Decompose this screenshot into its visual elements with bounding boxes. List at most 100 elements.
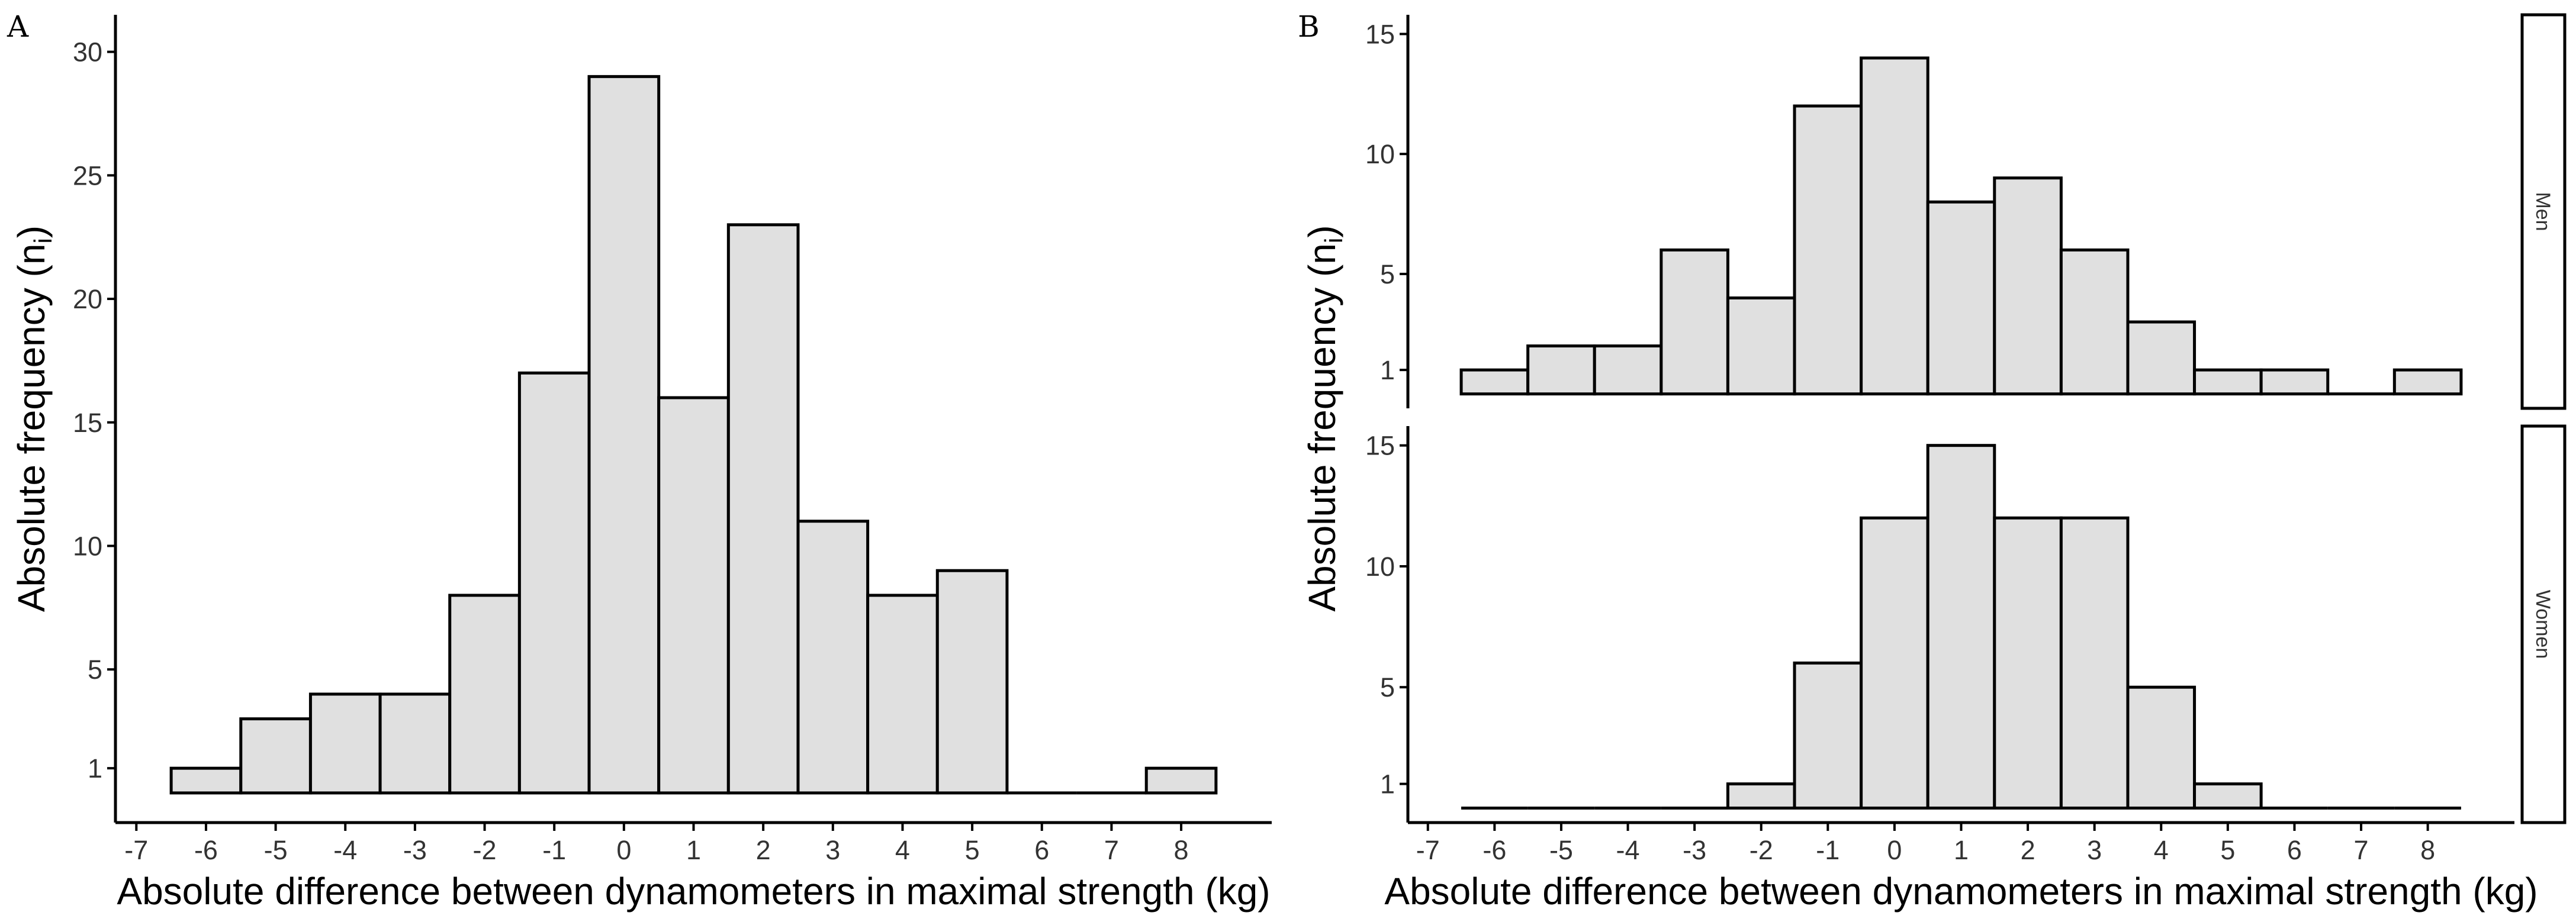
x-tick-label: 4: [895, 835, 910, 865]
x-tick-label: -1: [542, 835, 566, 865]
panel-a-label: A: [7, 9, 29, 44]
histogram-bar: [2126, 685, 2196, 810]
histogram-bar: [517, 371, 591, 795]
x-tick-label: 2: [2021, 835, 2035, 865]
x-tick-label: 1: [686, 835, 701, 865]
y-tick-label: 15: [1365, 431, 1395, 461]
x-tick-label: -6: [1482, 835, 1506, 865]
x-tick-label: 1: [1954, 835, 1969, 865]
histogram-bar: [1726, 296, 1796, 396]
y-tick-label: 20: [73, 284, 102, 314]
y-tick-label: 10: [1365, 552, 1395, 582]
histogram-bar: [2259, 368, 2330, 396]
histogram-bar: [1459, 368, 1530, 396]
x-tick-label: 7: [1104, 835, 1119, 865]
x-tick-label: 3: [2087, 835, 2102, 865]
histogram-bar: [796, 520, 870, 795]
x-tick-label: 5: [965, 835, 980, 865]
panel-a-y-axis-title: Absolute frequency (ni): [10, 225, 57, 612]
y-tick-label: 30: [73, 37, 102, 67]
y-tick-label: 5: [88, 655, 102, 685]
histogram-bar: [448, 594, 521, 795]
x-tick-label: -7: [124, 835, 148, 865]
panel-a-x-axis-title: Absolute difference between dynamometers…: [117, 870, 1270, 913]
histogram-bar: [2059, 248, 2130, 396]
histogram-bar: [308, 692, 382, 795]
histogram-bar: [2392, 368, 2463, 396]
histogram-bar: [239, 717, 312, 795]
x-tick-label: 3: [825, 835, 840, 865]
histogram-bar: [1526, 344, 1596, 396]
histogram-bar: [587, 75, 661, 795]
facet-strip-label: Men: [2532, 192, 2554, 231]
x-tick-label: -1: [1816, 835, 1839, 865]
y-axis-title-close: ): [1301, 225, 1343, 237]
x-tick-label: -7: [1416, 835, 1440, 865]
histogram-bar: [2126, 320, 2196, 396]
histogram-bar: [1860, 516, 1929, 810]
y-tick-label: 5: [1380, 259, 1395, 289]
histogram-bar: [2059, 516, 2130, 810]
x-tick-label: 6: [1034, 835, 1049, 865]
facet-strip-label: Women: [2532, 590, 2554, 659]
y-tick-label: 15: [73, 408, 102, 438]
histogram-bar: [1793, 104, 1863, 396]
y-tick-label: 1: [88, 753, 102, 784]
x-tick-label: -6: [194, 835, 218, 865]
x-tick-label: 2: [756, 835, 771, 865]
x-tick-label: -3: [1683, 835, 1706, 865]
x-tick-label: -2: [473, 835, 497, 865]
histogram-bar: [1660, 248, 1729, 396]
x-tick-label: -5: [1549, 835, 1573, 865]
x-tick-label: 5: [2220, 835, 2235, 865]
panel-b-y-axis-title: Absolute frequency (ni): [1301, 225, 1348, 611]
histogram-bar: [1793, 661, 1863, 810]
y-tick-label: 25: [73, 160, 102, 191]
histogram-bar: [1993, 516, 2063, 810]
histogram-bar: [935, 569, 1009, 795]
y-axis-title-subscript: i: [1320, 238, 1348, 243]
y-tick-label: 10: [1365, 139, 1395, 169]
y-axis-title-close: ): [10, 225, 53, 238]
histogram-bar: [1926, 200, 1996, 396]
x-tick-label: -2: [1750, 835, 1773, 865]
x-tick-label: 7: [2354, 835, 2369, 865]
y-axis-title-main: Absolute frequency (n: [10, 244, 53, 612]
histogram-bar: [2193, 782, 2263, 810]
x-tick-label: 6: [2287, 835, 2302, 865]
x-tick-label: 4: [2154, 835, 2169, 865]
histogram-bar: [1860, 56, 1929, 396]
panel-b-x-axis-title: Absolute difference between dynamometers…: [1384, 870, 2538, 913]
panel-b-label: B: [1298, 9, 1320, 44]
histogram-bar: [1593, 344, 1663, 396]
x-tick-label: -4: [1616, 835, 1640, 865]
histogram-bar: [1144, 766, 1218, 795]
y-axis-title-subscript: i: [29, 238, 57, 243]
histogram-bar: [726, 223, 800, 795]
histogram-bar: [1993, 176, 2063, 396]
histogram-bar: [1926, 444, 1996, 810]
x-tick-label: -4: [333, 835, 357, 865]
x-tick-label: 0: [616, 835, 631, 865]
y-tick-label: 15: [1365, 19, 1395, 49]
histogram-bar: [657, 396, 730, 795]
facet-strip: [2520, 13, 2567, 410]
x-tick-label: 8: [1174, 835, 1189, 865]
y-axis-title-main: Absolute frequency (n: [1301, 243, 1343, 612]
histogram-bar: [378, 692, 452, 795]
histogram-bar: [866, 594, 939, 795]
y-tick-label: 1: [1380, 769, 1395, 800]
facet-strip: [2520, 424, 2567, 824]
x-tick-label: 8: [2420, 835, 2435, 865]
y-tick-label: 5: [1380, 672, 1395, 702]
y-tick-label: 10: [73, 531, 102, 561]
x-tick-label: -3: [403, 835, 427, 865]
y-tick-label: 1: [1380, 355, 1395, 385]
histogram-bar: [169, 766, 243, 795]
x-tick-label: -5: [264, 835, 288, 865]
histogram-bar: [2193, 368, 2263, 396]
